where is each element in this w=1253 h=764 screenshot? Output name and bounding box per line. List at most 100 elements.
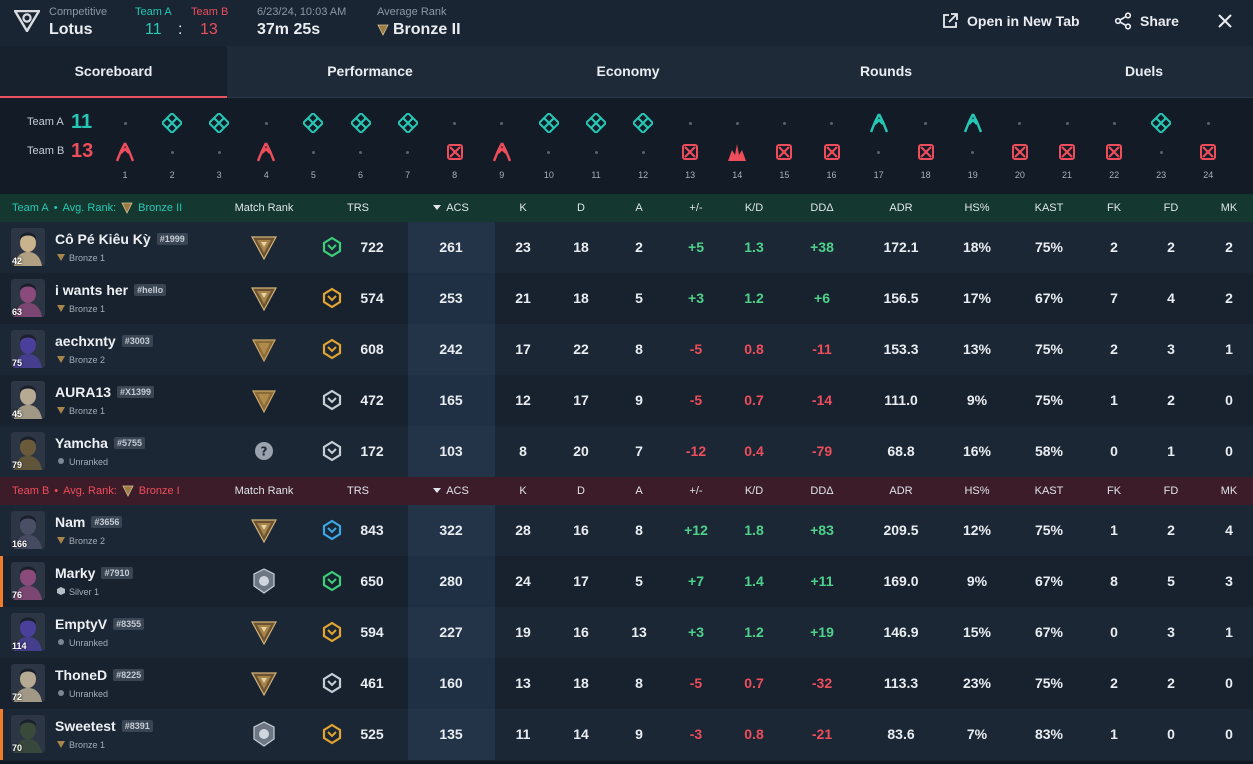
round-3-win-icon[interactable]	[207, 111, 231, 135]
column-header-assists[interactable]: A	[599, 477, 679, 505]
acs-highlight	[408, 505, 495, 556]
player-name[interactable]: aechxnty	[55, 333, 116, 349]
column-header-match-rank[interactable]: Match Rank	[224, 477, 304, 505]
round-20-win-icon[interactable]	[1008, 140, 1032, 164]
first-deaths-value: 4	[1167, 290, 1175, 306]
match-rank-icon	[249, 617, 279, 652]
round-1-win-icon[interactable]	[113, 140, 137, 164]
column-header-deaths[interactable]: D	[541, 477, 621, 505]
round-17-win-icon[interactable]	[867, 111, 891, 135]
column-header-multi-kills[interactable]: MK	[1189, 477, 1253, 505]
player-name[interactable]: Marky	[55, 565, 96, 581]
open-new-tab-button[interactable]: Open in New Tab	[941, 12, 1080, 30]
round-14-win-icon[interactable]	[725, 140, 749, 164]
round-8-win-icon[interactable]	[443, 140, 467, 164]
column-header-acs[interactable]: ACS	[411, 477, 491, 505]
column-header-kd[interactable]: K/D	[714, 477, 794, 505]
close-icon[interactable]	[1216, 12, 1234, 35]
column-header-trs[interactable]: TRS	[318, 477, 398, 505]
round-18-win-icon[interactable]	[914, 140, 938, 164]
round-9-win-icon[interactable]	[490, 140, 514, 164]
player-name[interactable]: Yamcha	[55, 435, 108, 451]
tab-performance[interactable]: Performance	[327, 63, 413, 79]
player-name[interactable]: AURA13	[55, 384, 112, 400]
player-row[interactable]: 166 Nam #3656 Bronze 2 843 322 28 16 8 +12 1.8…	[0, 505, 1253, 557]
round-12-win-icon[interactable]	[631, 111, 655, 135]
round-2-win-icon[interactable]	[160, 111, 184, 135]
column-header-trs[interactable]: TRS	[318, 194, 398, 222]
round-7-win-icon[interactable]	[396, 111, 420, 135]
column-header-kills[interactable]: K	[483, 194, 563, 222]
round-15-win-icon[interactable]	[772, 140, 796, 164]
round-13-win-icon[interactable]	[678, 140, 702, 164]
round-6-win-icon[interactable]	[349, 111, 373, 135]
round-24-win-icon[interactable]	[1196, 140, 1220, 164]
player-name[interactable]: EmptyV	[55, 616, 108, 632]
player-row[interactable]: 79 Yamcha #5755 Unranked ? 172 103 8 20 7 -12 0…	[0, 426, 1253, 478]
player-row[interactable]: 63 i wants her #hello Bronze 1 574 253 21 1…	[0, 273, 1253, 325]
column-header-dd-delta[interactable]: DDΔ	[782, 194, 862, 222]
player-row[interactable]: 42 Cô Pé Kiêu Kỳ #1999 Bronze 1 722 261 23…	[0, 222, 1253, 274]
column-header-acs[interactable]: ACS	[411, 194, 491, 222]
player-row[interactable]: 76 Marky #7910 Silver 1 650 280 24 17 5 +7 1.4…	[0, 556, 1253, 608]
column-header-plus-minus[interactable]: +/-	[656, 477, 736, 505]
column-header-hs-percent[interactable]: HS%	[937, 194, 1017, 222]
round-23-win-icon[interactable]	[1149, 111, 1173, 135]
column-header-plus-minus[interactable]: +/-	[656, 194, 736, 222]
column-header-label: ADR	[889, 485, 913, 497]
acs-highlight	[408, 375, 495, 426]
column-header-deaths[interactable]: D	[541, 194, 621, 222]
column-header-kd[interactable]: K/D	[714, 194, 794, 222]
column-header-kills[interactable]: K	[483, 477, 563, 505]
player-tag: #7910	[101, 567, 133, 579]
column-header-kast[interactable]: KAST	[1009, 194, 1089, 222]
column-header-first-deaths[interactable]: FD	[1131, 194, 1211, 222]
column-header-first-kills[interactable]: FK	[1074, 194, 1154, 222]
column-header-assists[interactable]: A	[599, 194, 679, 222]
tab-economy[interactable]: Economy	[596, 63, 660, 79]
multi-kills-value: 0	[1225, 675, 1233, 691]
column-header-dd-delta[interactable]: DDΔ	[782, 477, 862, 505]
column-header-multi-kills[interactable]: MK	[1189, 194, 1253, 222]
column-header-hs-percent[interactable]: HS%	[937, 477, 1017, 505]
tab-duels[interactable]: Duels	[1124, 63, 1164, 79]
first-deaths-value: 3	[1167, 341, 1175, 357]
player-rank: Bronze 1	[57, 740, 105, 750]
player-tag: #hello	[134, 284, 167, 296]
player-row[interactable]: 75 aechxnty #3003 Bronze 2 608 242 17 22 8 -5…	[0, 324, 1253, 376]
column-header-adr[interactable]: ADR	[861, 194, 941, 222]
assists-value: 5	[635, 573, 643, 589]
player-row[interactable]: 72 ThoneD #8225 Unranked 461 160 13 18 8 -5 0.…	[0, 658, 1253, 710]
player-name[interactable]: Sweetest	[55, 718, 116, 734]
player-row[interactable]: 45 AURA13 #X1399 Bronze 1 472 165 12 17 9 -5 0…	[0, 375, 1253, 427]
column-header-first-deaths[interactable]: FD	[1131, 477, 1211, 505]
column-header-match-rank[interactable]: Match Rank	[224, 194, 304, 222]
mode-map: Competitive Lotus	[49, 6, 107, 40]
player-rank: Unranked	[57, 457, 108, 467]
player-name[interactable]: i wants her	[55, 282, 129, 298]
player-name[interactable]: Cô Pé Kiêu Kỳ	[55, 231, 151, 247]
round-4-win-icon[interactable]	[254, 140, 278, 164]
kast-value: 75%	[1034, 522, 1064, 538]
round-11-win-icon[interactable]	[584, 111, 608, 135]
round-5-win-icon[interactable]	[301, 111, 325, 135]
tab-scoreboard[interactable]: Scoreboard	[0, 46, 227, 98]
player-name[interactable]: ThoneD	[55, 667, 108, 683]
player-row[interactable]: 70 Sweetest #8391 Bronze 1 525 135 11 14 9 -3…	[0, 709, 1253, 761]
column-header-adr[interactable]: ADR	[861, 477, 941, 505]
round-21-win-icon[interactable]	[1055, 140, 1079, 164]
round-10-win-icon[interactable]	[537, 111, 561, 135]
acs-value: 280	[439, 573, 463, 589]
round-16-win-icon[interactable]	[820, 140, 844, 164]
kills-value: 12	[515, 392, 531, 408]
player-row[interactable]: 114 EmptyV #8355 Unranked 594 227 19 16 13 +3…	[0, 607, 1253, 659]
round-22-win-icon[interactable]	[1102, 140, 1126, 164]
round-19-win-icon[interactable]	[961, 111, 985, 135]
share-button[interactable]: Share	[1114, 12, 1179, 30]
column-header-kast[interactable]: KAST	[1009, 477, 1089, 505]
first-kills-value: 7	[1110, 290, 1118, 306]
player-name[interactable]: Nam	[55, 514, 86, 530]
tab-rounds[interactable]: Rounds	[859, 63, 913, 79]
kd-value: 1.2	[744, 290, 764, 306]
column-header-first-kills[interactable]: FK	[1074, 477, 1154, 505]
